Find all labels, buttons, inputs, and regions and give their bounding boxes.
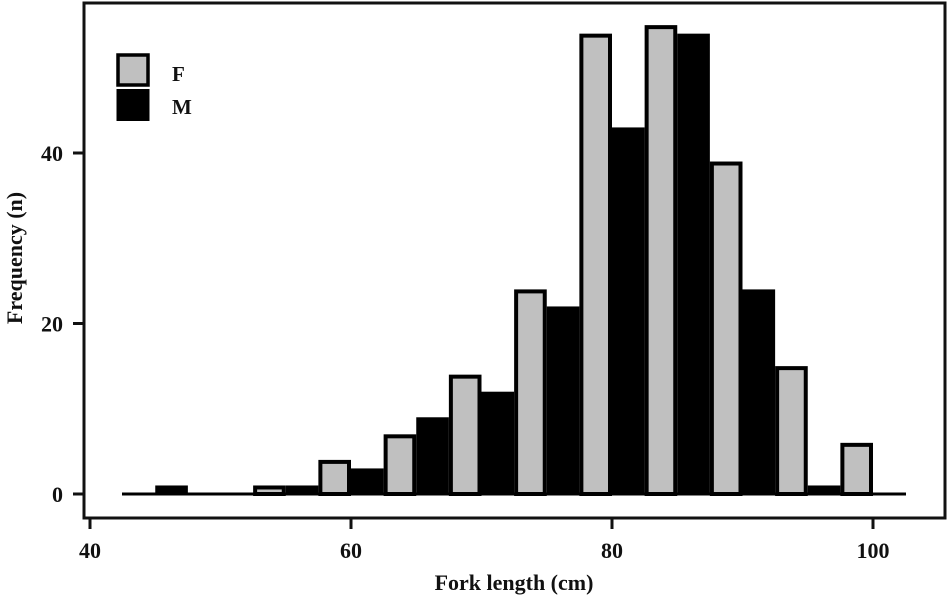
bar-f — [514, 289, 547, 496]
bar-m — [677, 33, 710, 495]
y-axis-title: Frequency (n) — [2, 192, 27, 324]
x-axis-ticks: 40 60 80 100 — [79, 518, 890, 563]
bar-m — [416, 417, 449, 494]
bar-m — [546, 306, 580, 494]
legend-swatch-m — [116, 89, 150, 121]
bar-f — [579, 33, 612, 497]
legend: F M — [116, 53, 192, 121]
bar-f — [318, 459, 351, 496]
bar-m — [742, 289, 776, 494]
bar-f — [448, 374, 482, 496]
bar-f — [775, 366, 808, 496]
y-tick-label: 0 — [52, 482, 63, 507]
bar-m — [351, 468, 384, 494]
y-tick-label: 40 — [41, 141, 63, 166]
bars-group — [155, 25, 873, 497]
bar-f — [840, 442, 873, 497]
legend-swatch-f — [116, 53, 150, 87]
x-tick-label: 100 — [857, 538, 890, 563]
plot-frame — [82, 1, 947, 520]
y-axis-ticks: 0 20 40 — [41, 141, 84, 507]
bar-m — [612, 127, 645, 495]
legend-label-m: M — [172, 95, 192, 119]
x-tick-label: 80 — [601, 538, 623, 563]
bar-f — [383, 434, 417, 497]
x-tick-label: 40 — [79, 538, 101, 563]
bar-f — [644, 25, 678, 496]
bar-m — [481, 391, 515, 494]
bar-m — [807, 485, 841, 494]
bar-m — [285, 485, 319, 494]
x-axis-title: Fork length (cm) — [435, 570, 594, 595]
bar-m — [155, 485, 188, 494]
legend-label-f: F — [172, 62, 185, 86]
x-tick-label: 60 — [340, 538, 362, 563]
bar-f — [709, 161, 743, 496]
y-tick-label: 20 — [41, 312, 63, 337]
